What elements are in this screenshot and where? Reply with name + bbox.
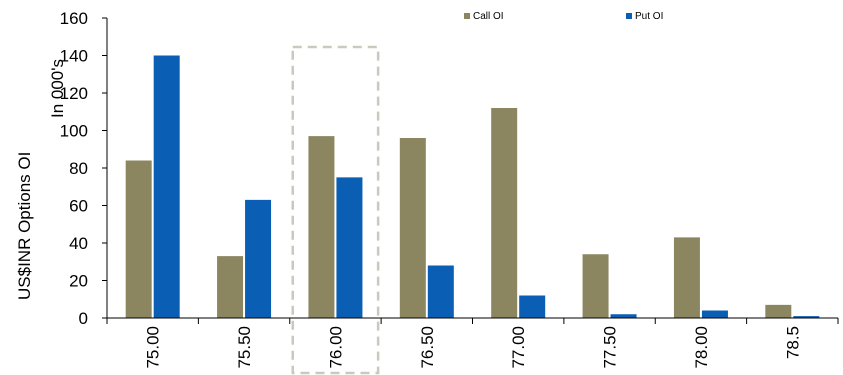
bar-put-oi-77.00 xyxy=(519,295,546,318)
x-tick-label: 77.50 xyxy=(601,326,620,369)
legend-label: Put OI xyxy=(635,11,663,22)
bar-call-oi-77.50 xyxy=(582,254,609,318)
x-tick-label: 77.00 xyxy=(509,326,528,369)
y-tick-label: 120 xyxy=(60,84,88,103)
y-axis-label: US$INR Options OI xyxy=(15,152,34,300)
bar-put-oi-78.5 xyxy=(793,316,820,318)
bar-put-oi-76.50 xyxy=(427,265,454,318)
bar-call-oi-77.00 xyxy=(491,108,518,318)
y-tick-label: 20 xyxy=(69,272,88,291)
bar-call-oi-78.5 xyxy=(765,304,792,318)
bar-put-oi-76.00 xyxy=(336,177,363,318)
bar-put-oi-75.00 xyxy=(153,55,180,318)
y-tick-label: 80 xyxy=(69,159,88,178)
bar-call-oi-75.00 xyxy=(125,160,152,318)
bar-call-oi-76.00 xyxy=(308,136,335,318)
y-tick-label: 100 xyxy=(60,122,88,141)
x-tick-label: 75.50 xyxy=(235,326,254,369)
y-tick-label: 60 xyxy=(69,197,88,216)
bar-call-oi-76.50 xyxy=(399,138,426,318)
bar-call-oi-78.00 xyxy=(673,237,700,318)
legend-swatch xyxy=(464,13,470,19)
highlight-box xyxy=(291,45,380,375)
y-tick-label: 0 xyxy=(79,309,88,328)
y-tick-label: 140 xyxy=(60,47,88,66)
bar-put-oi-77.50 xyxy=(610,314,637,318)
bar-put-oi-78.00 xyxy=(701,310,728,318)
legend-label: Call OI xyxy=(473,11,504,22)
bar-put-oi-75.50 xyxy=(245,199,272,318)
bar-call-oi-75.50 xyxy=(217,256,244,318)
x-tick-label: 78.5 xyxy=(783,326,802,359)
y-axis-unit-label: In 000's xyxy=(48,59,67,118)
x-tick-label: 76.50 xyxy=(418,326,437,369)
legend: Call OI Put OI xyxy=(464,11,663,22)
y-tick-label: 40 xyxy=(69,234,88,253)
x-tick-label: 78.00 xyxy=(692,326,711,369)
x-tick-label: 75.00 xyxy=(144,326,163,369)
legend-swatch xyxy=(626,13,632,19)
y-tick-label: 160 xyxy=(60,9,88,28)
x-tick-label: 76.00 xyxy=(326,326,345,369)
